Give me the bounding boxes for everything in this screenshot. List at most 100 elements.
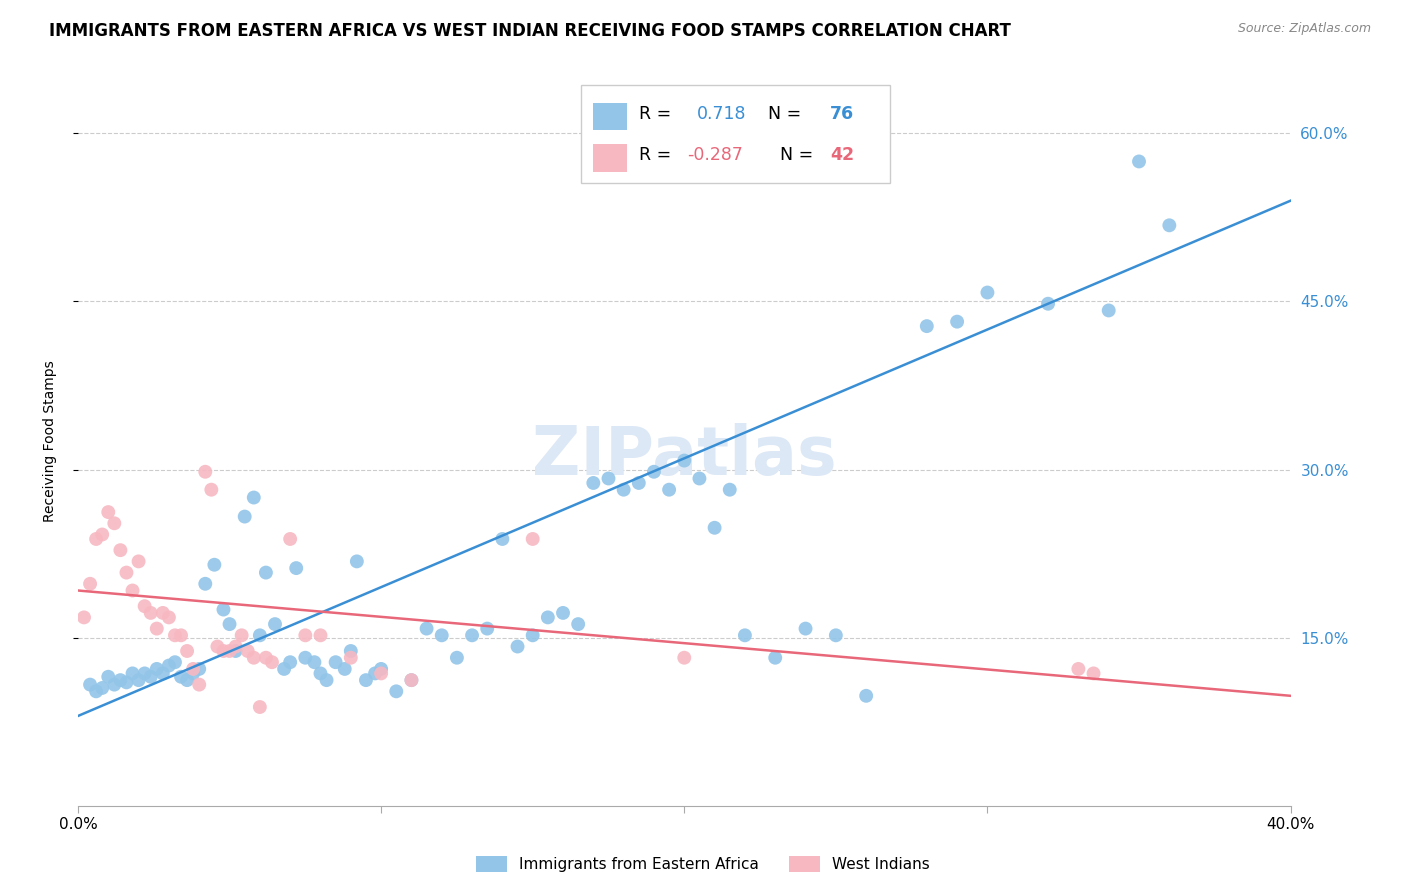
Point bbox=[194, 465, 217, 479]
Point bbox=[703, 521, 725, 535]
Text: IMMIGRANTS FROM EASTERN AFRICA VS WEST INDIAN RECEIVING FOOD STAMPS CORRELATION : IMMIGRANTS FROM EASTERN AFRICA VS WEST I… bbox=[49, 22, 1011, 40]
Point bbox=[551, 606, 574, 620]
Point bbox=[385, 684, 408, 698]
Point bbox=[236, 644, 259, 658]
Text: R =: R = bbox=[640, 105, 678, 123]
Point bbox=[170, 670, 193, 684]
Point bbox=[79, 677, 101, 691]
Point bbox=[354, 673, 377, 687]
Point bbox=[718, 483, 741, 497]
Point bbox=[181, 666, 204, 681]
Point bbox=[233, 509, 256, 524]
Point bbox=[370, 662, 392, 676]
Point bbox=[946, 315, 969, 329]
Point bbox=[734, 628, 756, 642]
Point bbox=[91, 527, 114, 541]
Point bbox=[1067, 662, 1090, 676]
Point bbox=[79, 576, 101, 591]
Point bbox=[103, 677, 125, 691]
Point bbox=[181, 662, 204, 676]
Point bbox=[401, 673, 423, 687]
Legend: Immigrants from Eastern Africa, West Indians: Immigrants from Eastern Africa, West Ind… bbox=[468, 848, 938, 880]
Point bbox=[522, 532, 544, 546]
Point bbox=[249, 700, 271, 714]
Point bbox=[491, 532, 513, 546]
Point bbox=[84, 532, 107, 546]
Point bbox=[97, 670, 120, 684]
Point bbox=[537, 610, 560, 624]
Text: N =: N = bbox=[769, 146, 818, 164]
Point bbox=[163, 655, 186, 669]
Point bbox=[115, 566, 138, 580]
Point bbox=[278, 655, 301, 669]
FancyBboxPatch shape bbox=[593, 103, 627, 130]
Point bbox=[225, 644, 247, 658]
Point bbox=[333, 662, 356, 676]
Point bbox=[207, 640, 229, 654]
Point bbox=[278, 532, 301, 546]
Point bbox=[202, 558, 225, 572]
FancyBboxPatch shape bbox=[593, 144, 627, 171]
Text: R =: R = bbox=[640, 146, 678, 164]
Point bbox=[157, 658, 180, 673]
Point bbox=[370, 666, 392, 681]
Point bbox=[643, 465, 665, 479]
Point bbox=[103, 516, 125, 531]
Point bbox=[627, 475, 650, 490]
Point bbox=[794, 622, 817, 636]
Point bbox=[134, 666, 156, 681]
Point bbox=[522, 628, 544, 642]
Point bbox=[506, 640, 529, 654]
Text: Source: ZipAtlas.com: Source: ZipAtlas.com bbox=[1237, 22, 1371, 36]
Point bbox=[855, 689, 877, 703]
Point bbox=[243, 491, 266, 505]
Text: ZIPatlas: ZIPatlas bbox=[531, 423, 837, 489]
Point bbox=[1098, 303, 1121, 318]
Point bbox=[152, 606, 174, 620]
Point bbox=[115, 675, 138, 690]
Point bbox=[188, 662, 211, 676]
Point bbox=[243, 650, 266, 665]
Point bbox=[254, 566, 277, 580]
Point bbox=[315, 673, 337, 687]
Point bbox=[170, 628, 193, 642]
Text: 0.718: 0.718 bbox=[696, 105, 747, 123]
Text: -0.287: -0.287 bbox=[686, 146, 742, 164]
Point bbox=[200, 483, 222, 497]
Point bbox=[309, 666, 332, 681]
Point bbox=[304, 655, 326, 669]
Point bbox=[294, 628, 316, 642]
Point bbox=[254, 650, 277, 665]
Point bbox=[340, 650, 363, 665]
Point bbox=[1159, 219, 1181, 233]
Point bbox=[598, 471, 620, 485]
Point bbox=[430, 628, 453, 642]
Point bbox=[401, 673, 423, 687]
Point bbox=[309, 628, 332, 642]
Point bbox=[176, 673, 198, 687]
Point bbox=[163, 628, 186, 642]
Point bbox=[976, 285, 998, 300]
Point bbox=[824, 628, 846, 642]
Point bbox=[763, 650, 786, 665]
Point bbox=[176, 644, 198, 658]
Y-axis label: Receiving Food Stamps: Receiving Food Stamps bbox=[44, 360, 58, 523]
Point bbox=[231, 628, 253, 642]
Point bbox=[218, 617, 240, 632]
Point bbox=[139, 670, 162, 684]
Point bbox=[188, 677, 211, 691]
Point bbox=[121, 666, 143, 681]
FancyBboxPatch shape bbox=[581, 85, 890, 183]
Point bbox=[97, 505, 120, 519]
Point bbox=[128, 673, 150, 687]
Point bbox=[285, 561, 308, 575]
Point bbox=[613, 483, 636, 497]
Point bbox=[1083, 666, 1105, 681]
Point bbox=[121, 583, 143, 598]
Point bbox=[477, 622, 499, 636]
Point bbox=[1036, 297, 1059, 311]
Point bbox=[146, 662, 169, 676]
Point bbox=[1128, 154, 1150, 169]
Point bbox=[567, 617, 589, 632]
Point bbox=[446, 650, 468, 665]
